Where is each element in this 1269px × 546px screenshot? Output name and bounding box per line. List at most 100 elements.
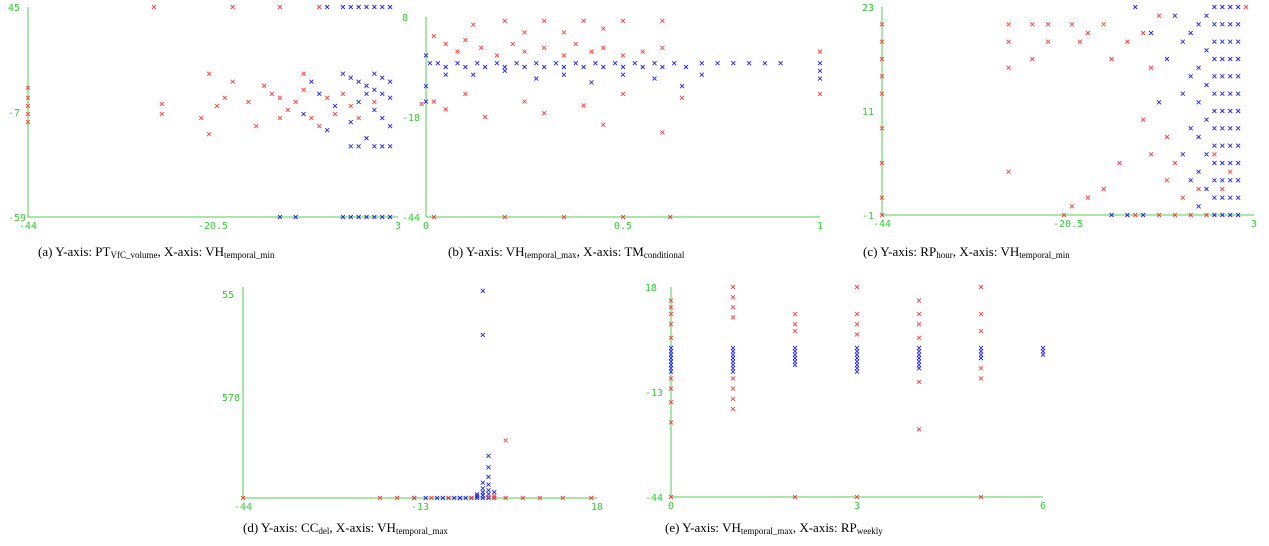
data-point [1117, 160, 1122, 166]
data-point [379, 115, 385, 121]
caption-text: , X-axis: [953, 244, 1001, 259]
data-point [1156, 100, 1162, 105]
data-point [348, 119, 354, 125]
data-point [1148, 65, 1154, 70]
data-point [348, 4, 354, 10]
x-tick-label: -44 [873, 219, 891, 230]
x-tick-label: -44 [19, 221, 37, 232]
data-point [1196, 100, 1201, 105]
data-point [730, 386, 736, 391]
data-point [792, 362, 798, 368]
data-point [1212, 143, 1217, 148]
data-point [879, 56, 885, 62]
data-point [668, 345, 674, 351]
data-point [309, 79, 314, 85]
data-point [854, 311, 860, 317]
data-point [277, 95, 283, 101]
data-point [668, 335, 674, 341]
data-point [879, 126, 885, 131]
caption: (c) Y-axis: RPhour, X-axis: VHtemporal_m… [863, 244, 1070, 260]
data-point [1212, 126, 1217, 131]
data-point [1006, 22, 1011, 27]
data-point [502, 64, 508, 70]
data-point [978, 349, 984, 354]
data-point [817, 60, 823, 66]
data-point [486, 464, 491, 470]
data-point [1101, 186, 1106, 192]
data-point [978, 311, 984, 317]
data-point [1180, 91, 1186, 96]
data-point [730, 294, 736, 300]
data-point [1212, 195, 1217, 200]
data-point [1220, 178, 1225, 183]
data-point [854, 321, 860, 327]
data-point [715, 60, 720, 66]
data-point [792, 311, 798, 317]
data-point [699, 60, 705, 66]
data-point [364, 214, 369, 220]
data-point [668, 305, 674, 310]
series-class_a [879, 4, 1249, 218]
data-point [668, 321, 674, 327]
data-point [1040, 352, 1046, 358]
data-point [451, 495, 457, 501]
data-point [1212, 91, 1217, 96]
data-point [491, 489, 497, 495]
data-point [379, 214, 385, 220]
data-point [1069, 22, 1075, 27]
data-point [503, 438, 508, 443]
caption-text: CC [301, 520, 318, 535]
data-point [372, 99, 377, 105]
y-tick-label: 55 [222, 290, 234, 301]
data-point [652, 76, 657, 81]
data-point [916, 359, 922, 364]
data-point [1220, 56, 1225, 62]
caption-text: (c) [863, 244, 880, 259]
data-point [387, 79, 393, 85]
data-point [534, 60, 539, 66]
data-point [269, 91, 275, 97]
data-point [1196, 65, 1201, 70]
data-point [854, 345, 860, 351]
data-point [1180, 152, 1186, 157]
data-point [1132, 4, 1138, 10]
data-point [1227, 108, 1233, 114]
data-point [1235, 4, 1241, 10]
data-point [1188, 74, 1193, 79]
data-point [792, 328, 798, 334]
data-point [561, 72, 567, 78]
data-point [1204, 48, 1209, 53]
data-point [632, 60, 638, 66]
data-point [230, 4, 235, 10]
data-point [494, 60, 500, 66]
data-point [457, 495, 463, 501]
data-point [1188, 212, 1193, 218]
data-point [316, 91, 322, 97]
data-point [520, 495, 526, 501]
series-class_b [423, 53, 823, 104]
caption-text: RP [920, 244, 936, 259]
data-point [660, 18, 665, 24]
caption-text: Y-axis: [682, 520, 722, 535]
data-point [1172, 160, 1178, 166]
data-point [620, 18, 626, 24]
data-point [879, 195, 885, 200]
caption: (a) Y-axis: PTVfC_volume, X-axis: VHtemp… [38, 244, 275, 260]
data-point [1040, 345, 1046, 351]
data-point [253, 123, 259, 129]
data-point [541, 64, 547, 70]
data-point [443, 106, 449, 112]
caption-text: PT [95, 244, 110, 259]
data-point [600, 64, 606, 70]
data-point [916, 335, 922, 341]
data-point [494, 53, 500, 58]
data-point [480, 288, 486, 294]
data-point [387, 4, 393, 10]
data-point [261, 83, 267, 89]
data-point [1006, 169, 1011, 174]
data-point [348, 103, 354, 109]
data-point [1188, 30, 1193, 36]
caption-text: , X-axis: [157, 244, 205, 259]
data-point [620, 214, 626, 220]
caption-subscript: temporal_max [741, 526, 793, 536]
